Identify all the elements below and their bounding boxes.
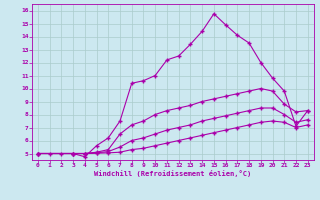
X-axis label: Windchill (Refroidissement éolien,°C): Windchill (Refroidissement éolien,°C) [94,170,252,177]
